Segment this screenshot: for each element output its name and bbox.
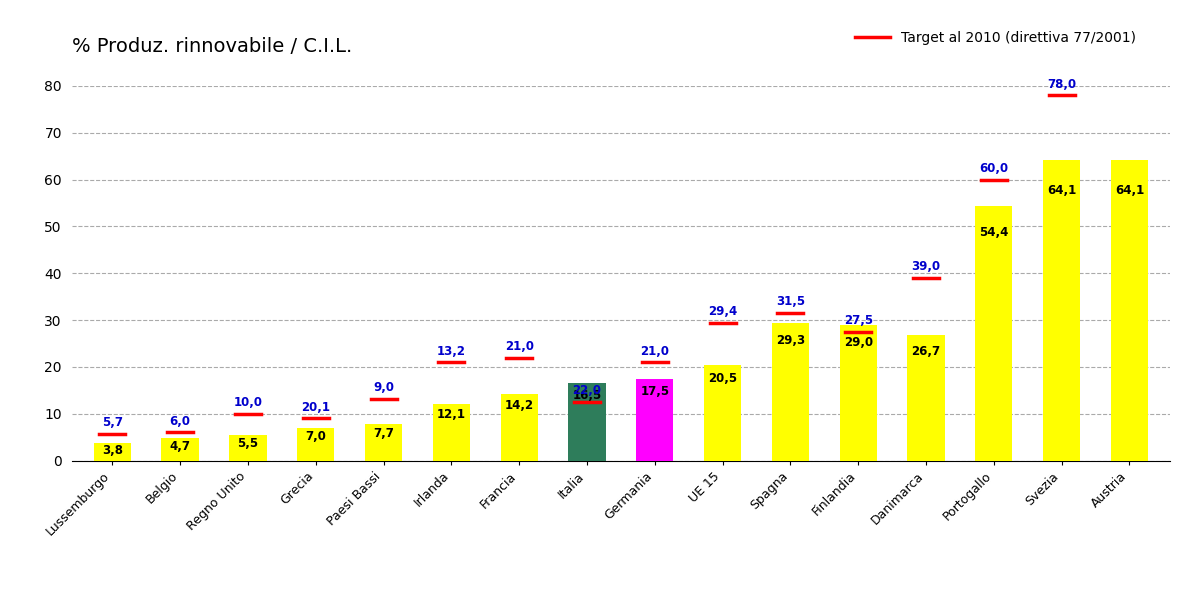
Bar bbox=[704, 365, 741, 460]
Bar bbox=[93, 443, 131, 460]
Text: 31,5: 31,5 bbox=[776, 295, 805, 308]
Bar bbox=[432, 404, 470, 460]
Text: 29,3: 29,3 bbox=[776, 334, 805, 348]
Bar bbox=[636, 379, 673, 460]
Text: 4,7: 4,7 bbox=[170, 440, 191, 453]
Text: 54,4: 54,4 bbox=[979, 226, 1009, 239]
Text: 27,5: 27,5 bbox=[844, 314, 873, 327]
Text: 64,1: 64,1 bbox=[1047, 184, 1076, 198]
Text: 20,1: 20,1 bbox=[301, 401, 331, 414]
Text: 20,5: 20,5 bbox=[708, 372, 737, 385]
Bar bbox=[568, 383, 605, 460]
Text: 64,1: 64,1 bbox=[1115, 184, 1144, 198]
Text: % Produz. rinnovabile / C.I.L.: % Produz. rinnovabile / C.I.L. bbox=[72, 37, 352, 56]
Text: 13,2: 13,2 bbox=[437, 344, 466, 357]
Bar bbox=[229, 435, 266, 460]
Bar bbox=[771, 324, 810, 460]
Text: 5,5: 5,5 bbox=[238, 437, 259, 450]
Bar bbox=[297, 428, 334, 460]
Text: 78,0: 78,0 bbox=[1047, 77, 1076, 91]
Bar bbox=[365, 424, 402, 460]
Text: 9,0: 9,0 bbox=[373, 381, 394, 394]
Text: 5,7: 5,7 bbox=[101, 416, 123, 429]
Text: 17,5: 17,5 bbox=[640, 385, 670, 398]
Bar bbox=[1044, 160, 1081, 460]
Bar bbox=[839, 325, 876, 460]
Text: 22,0: 22,0 bbox=[572, 384, 602, 397]
Text: 14,2: 14,2 bbox=[505, 399, 534, 413]
Text: 3,8: 3,8 bbox=[101, 444, 123, 457]
Text: 7,7: 7,7 bbox=[373, 427, 394, 440]
Text: 29,4: 29,4 bbox=[708, 305, 737, 318]
Text: 39,0: 39,0 bbox=[911, 260, 941, 273]
Bar bbox=[907, 335, 944, 460]
Text: 26,7: 26,7 bbox=[911, 346, 941, 359]
Bar bbox=[975, 206, 1013, 460]
Bar bbox=[1110, 160, 1149, 460]
Bar bbox=[161, 438, 198, 460]
Text: 7,0: 7,0 bbox=[306, 430, 326, 443]
Text: 16,5: 16,5 bbox=[572, 389, 602, 402]
Text: 10,0: 10,0 bbox=[234, 396, 263, 409]
Text: 60,0: 60,0 bbox=[979, 162, 1009, 175]
Text: 21,0: 21,0 bbox=[640, 344, 670, 357]
Text: 29,0: 29,0 bbox=[844, 336, 873, 349]
Legend: Target al 2010 (direttiva 77/2001): Target al 2010 (direttiva 77/2001) bbox=[849, 26, 1141, 50]
Bar bbox=[500, 394, 537, 460]
Text: 21,0: 21,0 bbox=[505, 340, 534, 353]
Text: 12,1: 12,1 bbox=[437, 408, 466, 421]
Text: 6,0: 6,0 bbox=[170, 414, 191, 428]
